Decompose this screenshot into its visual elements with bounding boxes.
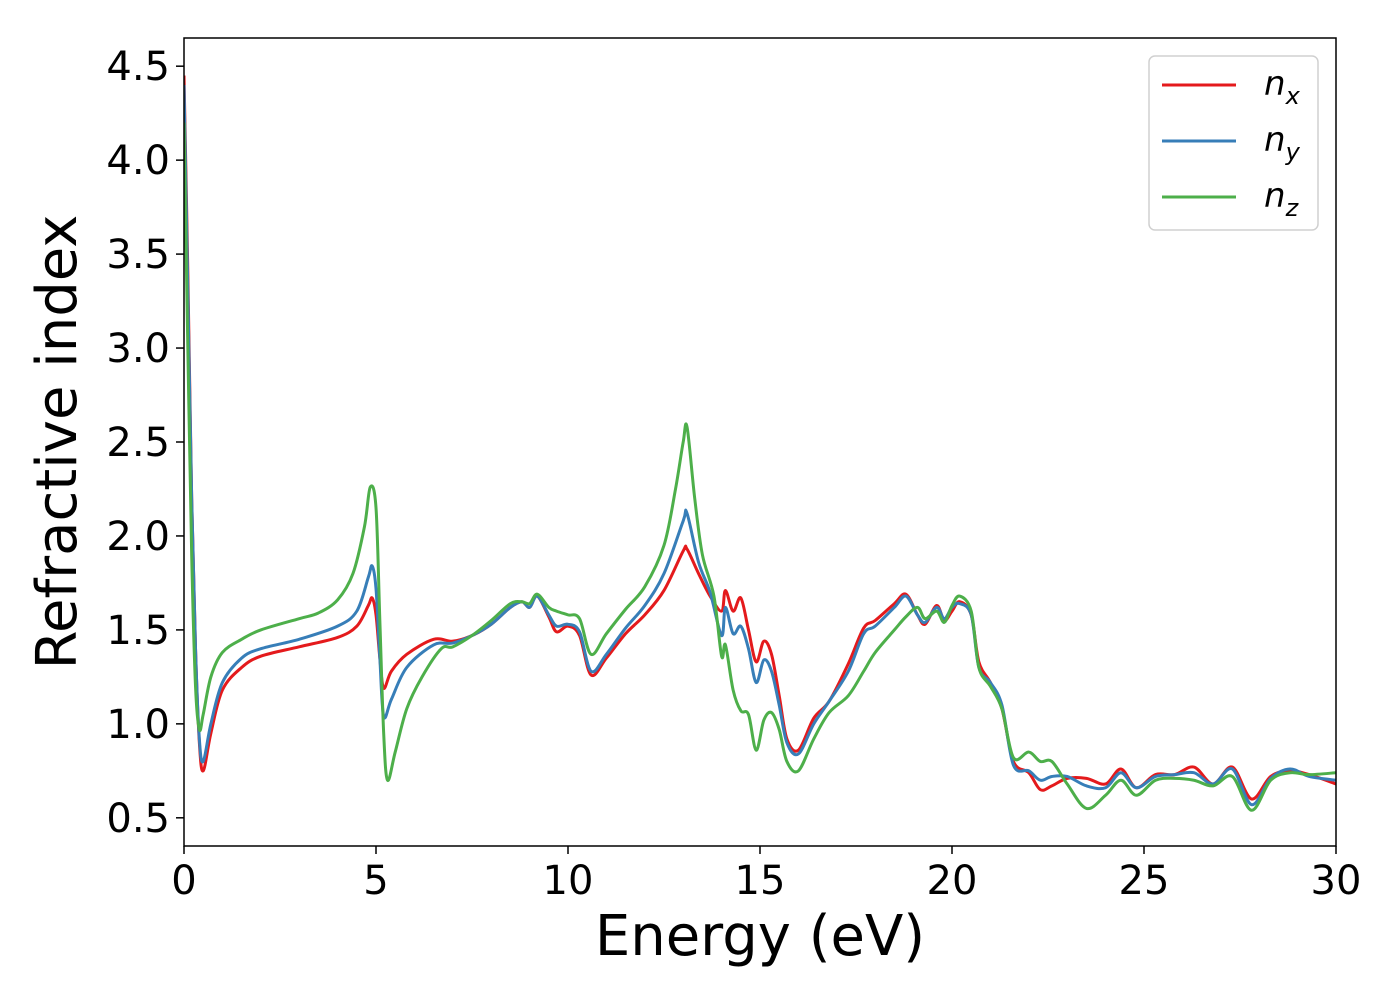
y-tick-label: 4.5 — [106, 44, 170, 90]
x-axis-label: Energy (eV) — [595, 904, 925, 969]
y-tick-label: 1.0 — [106, 702, 170, 748]
x-tick-label: 30 — [1311, 858, 1362, 904]
x-tick-label: 15 — [735, 858, 786, 904]
y-tick-label: 3.5 — [106, 232, 170, 278]
y-tick-label: 1.5 — [106, 608, 170, 654]
series-line-x — [184, 75, 1336, 801]
legend-label-subscript: y — [1285, 138, 1301, 166]
plot-lines — [184, 75, 1336, 812]
legend-label-base: n — [1264, 64, 1286, 104]
legend-label-subscript: x — [1285, 82, 1301, 110]
legend-label-subscript: z — [1285, 194, 1300, 222]
x-tick-label: 25 — [1119, 858, 1170, 904]
x-tick-label: 20 — [927, 858, 978, 904]
x-axis: 0 5 10 15 20 25 30 — [171, 846, 1361, 904]
y-tick-label: 0.5 — [106, 796, 170, 842]
y-axis: 0.5 1.0 1.5 2.0 2.5 3.0 3.5 4.0 4.5 — [106, 44, 184, 842]
y-tick-label: 2.0 — [106, 514, 170, 560]
legend-label-base: n — [1264, 176, 1286, 216]
y-tick-label: 3.0 — [106, 326, 170, 372]
legend-label-y: ny — [1264, 120, 1301, 166]
legend-label-x: nx — [1264, 64, 1301, 110]
x-tick-label: 0 — [171, 858, 196, 904]
x-tick-label: 10 — [543, 858, 594, 904]
y-tick-label: 2.5 — [106, 420, 170, 466]
y-tick-label: 4.0 — [106, 138, 170, 184]
y-axis-label: Refractive index — [25, 215, 90, 670]
series-line-z — [184, 122, 1336, 812]
legend-box — [1148, 55, 1319, 231]
series-line-y — [184, 84, 1336, 807]
legend-label-z: nz — [1264, 176, 1300, 222]
x-tick-label: 5 — [363, 858, 388, 904]
legend-label-base: n — [1264, 120, 1286, 160]
